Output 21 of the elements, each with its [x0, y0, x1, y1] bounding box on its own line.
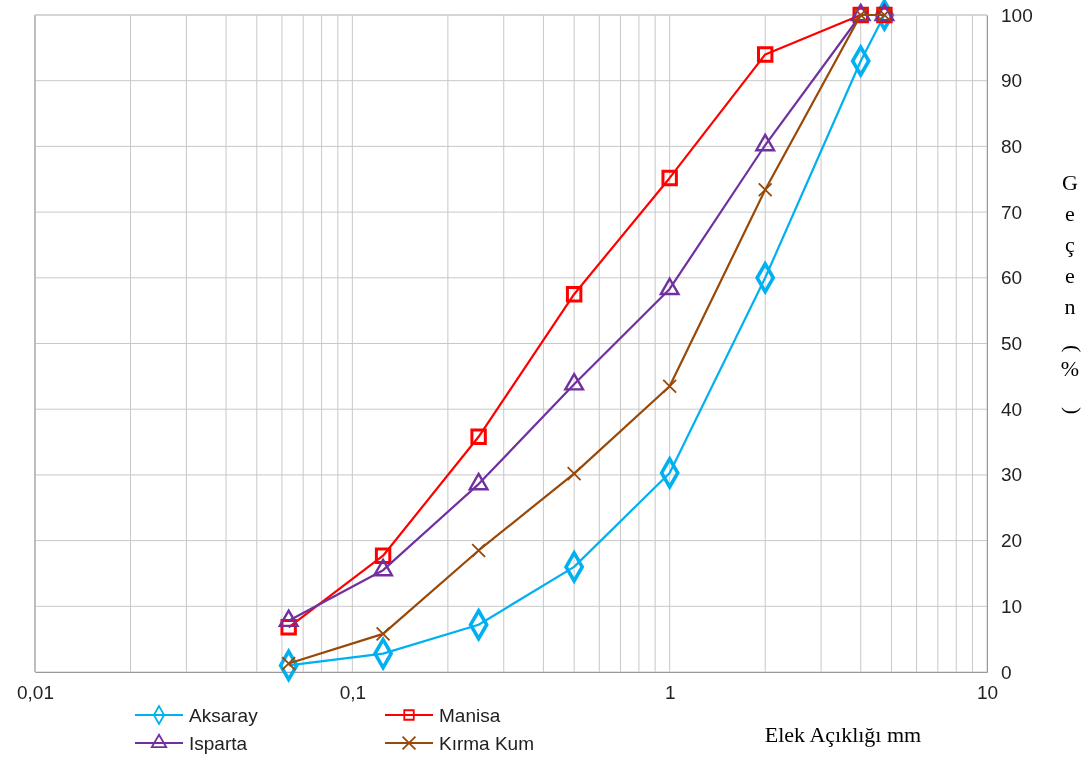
x-tick-label: 1 [664, 682, 676, 704]
x-tick-label: 0,1 [339, 682, 367, 704]
y-tick-label: 60 [1001, 267, 1023, 289]
x-tick-label: 10 [976, 682, 999, 704]
y-tick-label: 30 [1001, 464, 1023, 486]
y-tick-label: 0 [1001, 661, 1012, 683]
y-tick-label: 100 [1001, 4, 1033, 26]
y-axis-title: Geçen (%) [1060, 170, 1087, 415]
x-tick-label: 0,01 [17, 682, 54, 704]
y-tick-label: 10 [1001, 595, 1023, 617]
y-tick-label: 40 [1001, 398, 1023, 420]
y-tick-label: 80 [1001, 135, 1023, 157]
legend-label: Manisa [439, 705, 501, 726]
x-axis-title: Elek Açıklığı mm [764, 722, 922, 747]
legend-label: Aksaray [189, 705, 259, 726]
y-tick-label: 70 [1001, 201, 1023, 223]
legend-label: Kırma Kum [439, 733, 535, 754]
y-tick-label: 90 [1001, 70, 1023, 92]
y-tick-label: 50 [1001, 333, 1023, 355]
y-tick-label: 20 [1001, 530, 1023, 552]
legend-label: Isparta [189, 733, 248, 754]
